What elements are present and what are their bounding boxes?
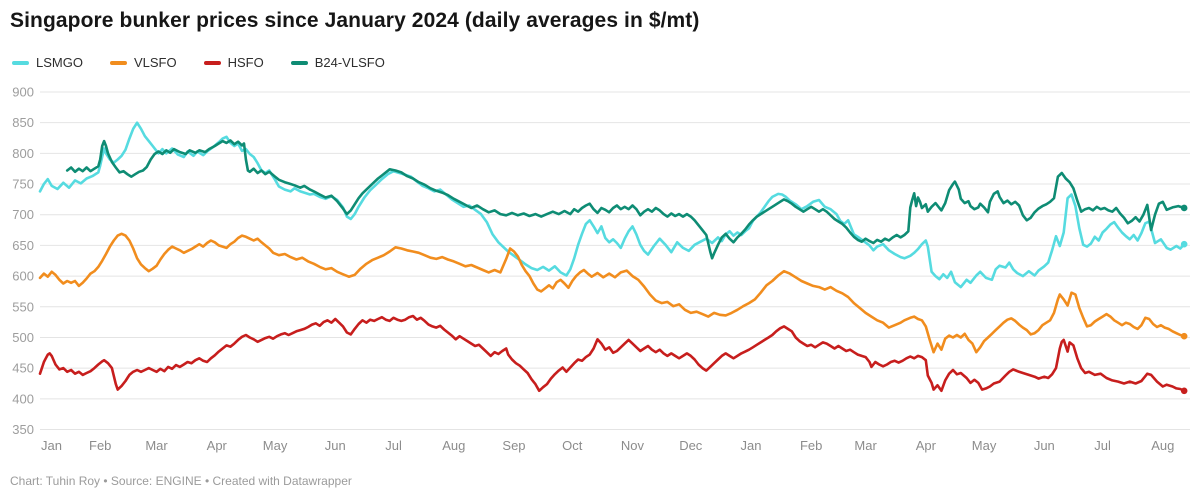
series-end-dot-HSFO[interactable] xyxy=(1180,387,1188,395)
y-tick-label: 600 xyxy=(12,269,34,284)
series-end-dot-B24-VLSFO[interactable] xyxy=(1180,204,1188,212)
x-tick-label: Jun xyxy=(1034,438,1055,453)
series-end-dot-LSMGO[interactable] xyxy=(1180,240,1188,248)
y-tick-label: 700 xyxy=(12,207,34,222)
legend-swatch-icon xyxy=(203,60,221,65)
legend-item-LSMGO[interactable]: LSMGO xyxy=(12,55,83,70)
legend-label: VLSFO xyxy=(133,55,177,70)
y-tick-label: 750 xyxy=(12,177,34,192)
x-tick-label: Jan xyxy=(740,438,761,453)
x-tick-label: Aug xyxy=(442,438,465,453)
x-tick-label: Jul xyxy=(385,438,402,453)
legend: LSMGO VLSFO HSFO B24-VLSFO xyxy=(12,55,385,70)
y-tick-label: 850 xyxy=(12,115,34,130)
series-line-B24-VLSFO[interactable] xyxy=(65,139,1186,260)
x-tick-label: May xyxy=(972,438,997,453)
chart-footer: Chart: Tuhin Roy • Source: ENGINE • Crea… xyxy=(10,474,352,488)
y-tick-label: 500 xyxy=(12,330,34,345)
y-tick-label: 450 xyxy=(12,361,34,376)
x-tick-label: Sep xyxy=(502,438,525,453)
y-tick-label: 400 xyxy=(12,391,34,406)
y-tick-label: 650 xyxy=(12,238,34,253)
x-tick-label: Aug xyxy=(1151,438,1174,453)
x-tick-label: Jan xyxy=(41,438,62,453)
y-tick-label: 900 xyxy=(12,85,34,100)
x-tick-label: Mar xyxy=(145,438,168,453)
x-tick-label: Mar xyxy=(854,438,877,453)
series-line-VLSFO[interactable] xyxy=(38,232,1186,354)
legend-item-B24-VLSFO[interactable]: B24-VLSFO xyxy=(290,55,385,70)
series-line-HSFO[interactable] xyxy=(38,314,1186,393)
x-tick-label: Apr xyxy=(207,438,228,453)
y-tick-label: 550 xyxy=(12,299,34,314)
series-end-dot-VLSFO[interactable] xyxy=(1180,332,1188,340)
series-line-LSMGO[interactable] xyxy=(38,121,1186,289)
legend-label: B24-VLSFO xyxy=(314,55,385,70)
legend-label: LSMGO xyxy=(36,55,83,70)
legend-swatch-icon xyxy=(12,60,29,65)
x-tick-label: Oct xyxy=(562,438,583,453)
x-tick-label: Dec xyxy=(679,438,703,453)
legend-item-VLSFO[interactable]: VLSFO xyxy=(109,55,177,70)
x-tick-label: Apr xyxy=(916,438,937,453)
chart-title: Singapore bunker prices since January 20… xyxy=(10,9,700,32)
y-tick-label: 350 xyxy=(12,422,34,437)
x-tick-label: Nov xyxy=(621,438,645,453)
legend-label: HSFO xyxy=(227,55,264,70)
x-tick-label: Feb xyxy=(800,438,822,453)
legend-swatch-icon xyxy=(290,60,308,65)
x-tick-label: Jul xyxy=(1094,438,1111,453)
x-tick-label: May xyxy=(263,438,288,453)
x-tick-label: Feb xyxy=(89,438,111,453)
y-tick-label: 800 xyxy=(12,146,34,161)
x-tick-label: Jun xyxy=(325,438,346,453)
legend-item-HSFO[interactable]: HSFO xyxy=(203,55,264,70)
legend-swatch-icon xyxy=(109,60,127,65)
